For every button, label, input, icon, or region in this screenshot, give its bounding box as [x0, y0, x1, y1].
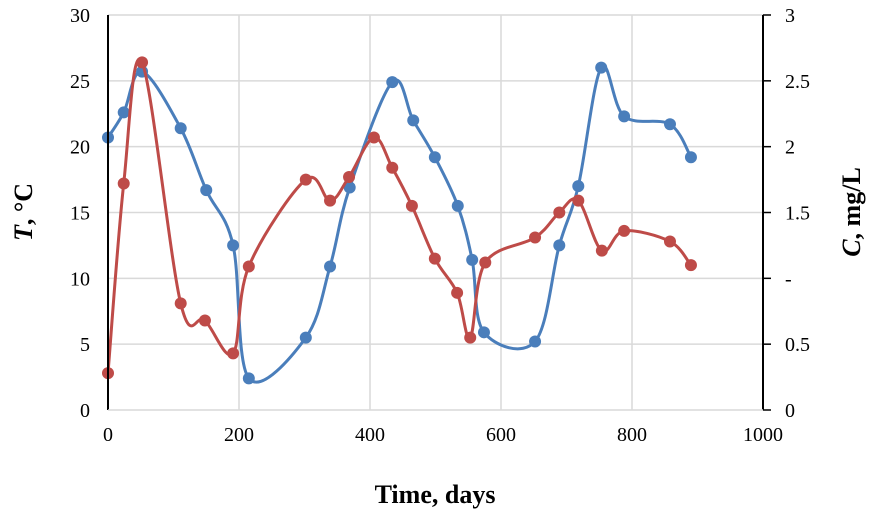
concentration-data-point	[464, 331, 477, 344]
axes	[107, 14, 771, 411]
temperature-data-point	[200, 184, 213, 197]
temperature-data-point	[477, 326, 490, 339]
y-right-label-symbol: C	[837, 239, 866, 257]
x-axis-label: Time, days	[375, 480, 496, 509]
y-right-axis-label: C, mg/L	[837, 167, 866, 257]
concentration-data-point	[572, 194, 585, 207]
temperature-data-point	[553, 239, 566, 252]
concentration-data-point	[479, 256, 492, 269]
concentration-data-point	[529, 231, 542, 244]
temperature-data-point	[242, 372, 255, 385]
series-layer	[102, 56, 697, 385]
temperature-data-point	[618, 110, 631, 123]
temperature-data-point	[343, 181, 356, 194]
x-tick-label: 0	[103, 424, 113, 446]
y-left-label-symbol: T	[9, 224, 38, 241]
concentration-data-point	[663, 235, 676, 248]
temperature-data-point	[529, 335, 542, 348]
concentration-data-point	[553, 206, 566, 219]
y-right-tick-label: 2.5	[785, 71, 810, 93]
concentration-data-point	[618, 224, 631, 237]
y-left-tick-label: 25	[70, 71, 90, 93]
concentration-data-point	[136, 56, 149, 69]
x-tick-label: 600	[486, 424, 516, 446]
y-right-tick-label: 0	[785, 400, 795, 422]
concentration-data-point	[227, 347, 240, 360]
y-right-tick-label: 3	[785, 5, 795, 27]
temperature-series-line	[106, 64, 693, 384]
concentration-data-point	[343, 170, 356, 183]
y-left-tick-label: 15	[70, 203, 90, 225]
y-right-tick-label: -	[785, 268, 792, 290]
temperature-data-point	[174, 122, 187, 135]
temperature-data-point	[324, 260, 337, 273]
concentration-data-point	[367, 131, 380, 144]
temperature-data-point	[684, 151, 697, 164]
temperature-data-point	[227, 239, 240, 252]
concentration-data-point	[198, 314, 211, 327]
x-tick-label: 800	[617, 424, 647, 446]
y-right-label-unit: , mg/L	[837, 167, 866, 239]
concentration-data-point	[299, 173, 312, 186]
y-left-tick-label: 10	[70, 268, 90, 290]
temperature-data-point	[407, 114, 420, 127]
temperature-data-point	[466, 253, 479, 266]
temperature-data-point	[663, 118, 676, 131]
concentration-data-point	[117, 177, 130, 190]
concentration-data-point	[595, 244, 608, 257]
temperature-data-point	[299, 331, 312, 344]
concentration-data-point	[386, 161, 399, 174]
concentration-data-point	[174, 297, 187, 310]
y-right-tick-label: 1.5	[785, 203, 810, 225]
y-right-tick-label: 2	[785, 137, 795, 159]
grid	[108, 14, 763, 410]
y-right-tick-label: 0.5	[785, 334, 810, 356]
temperature-data-point	[117, 106, 130, 119]
concentration-data-point	[405, 199, 418, 212]
y-left-tick-label: 5	[80, 334, 90, 356]
y-left-tick-label: 0	[80, 400, 90, 422]
x-tick-label: 200	[224, 424, 254, 446]
y-left-tick-label: 30	[70, 5, 90, 27]
y-left-tick-label: 20	[70, 137, 90, 159]
concentration-data-point	[242, 260, 255, 273]
temperature-data-point	[572, 180, 585, 193]
temperature-data-point	[595, 61, 608, 74]
x-tick-label: 400	[355, 424, 385, 446]
concentration-data-point	[451, 286, 464, 299]
tick-labels: 0 200 400 600 800 100005101520253000.5-1.522.…	[70, 5, 810, 446]
concentration-data-point	[324, 194, 337, 207]
x-tick-label: 1000	[743, 424, 783, 446]
concentration-series-line	[106, 58, 693, 374]
concentration-data-point	[428, 252, 441, 265]
temperature-data-point	[451, 199, 464, 212]
y-left-axis-label: T, °C	[9, 183, 38, 241]
concentration-data-point	[684, 259, 697, 272]
temperature-data-point	[428, 151, 441, 164]
y-left-label-unit: , °C	[9, 183, 38, 225]
temperature-data-point	[386, 76, 399, 89]
